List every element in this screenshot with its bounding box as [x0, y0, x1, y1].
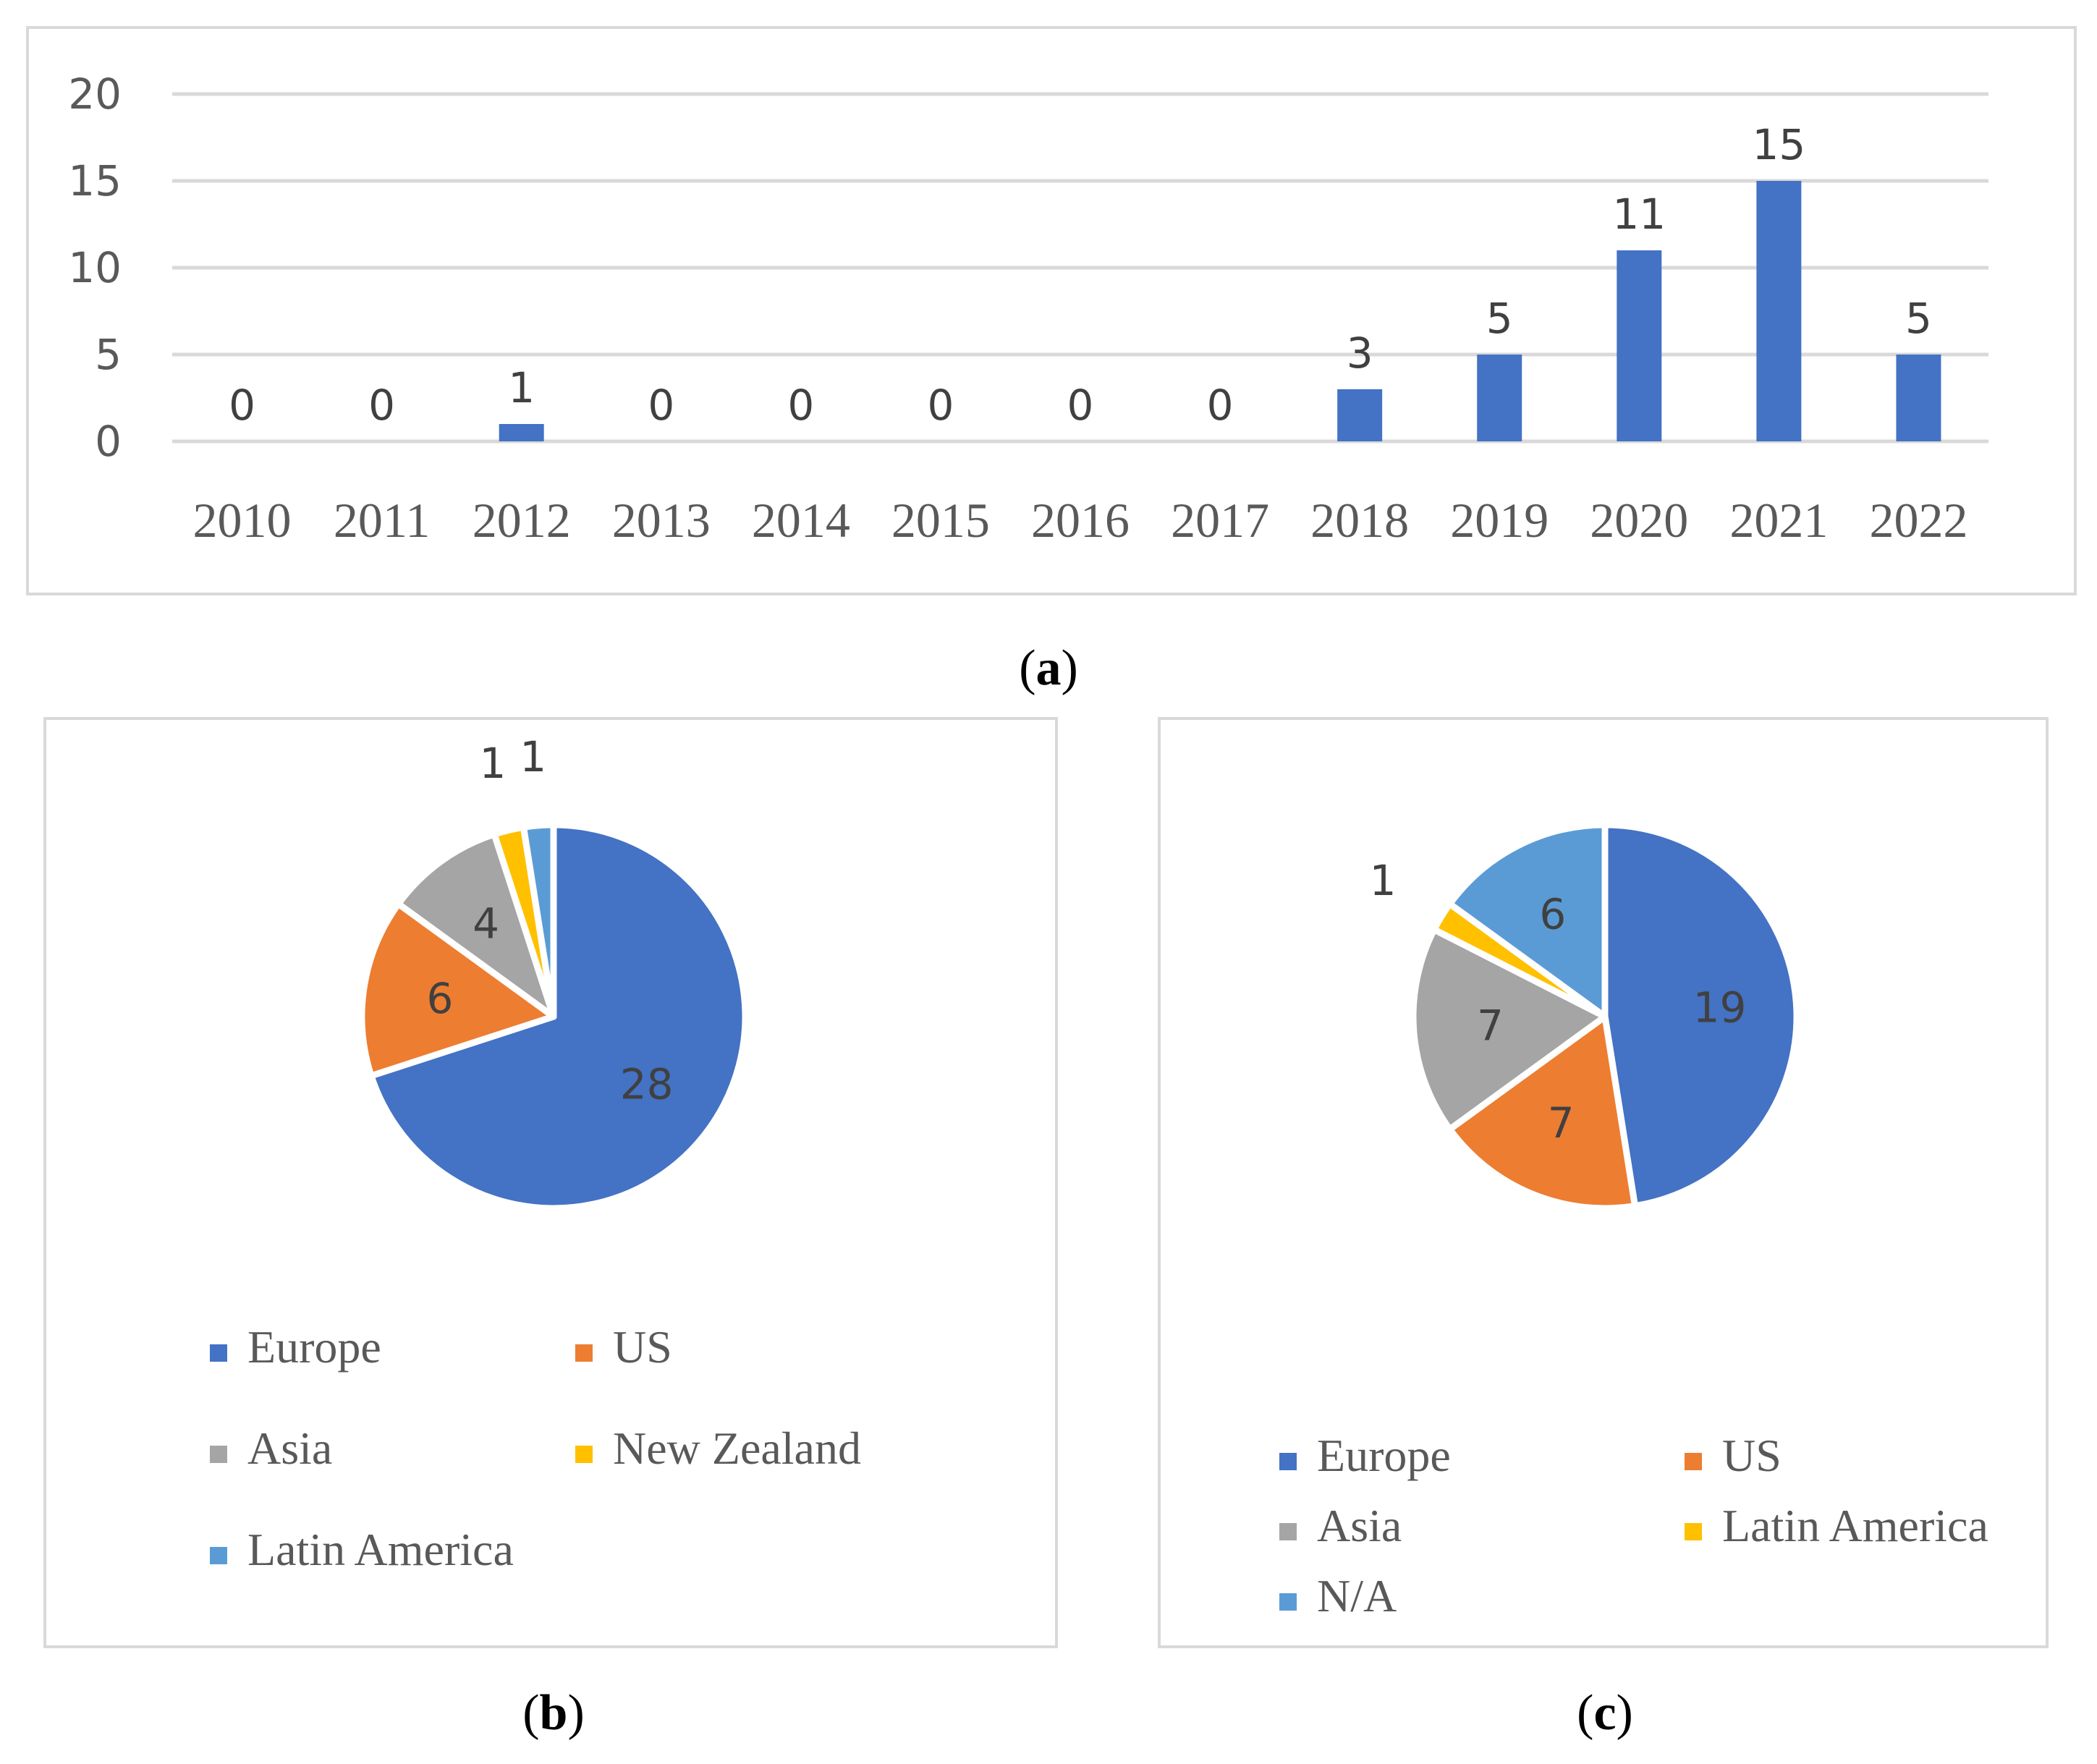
slice-us — [1446, 1013, 1638, 1212]
y-tick-label-0: 0 — [95, 417, 122, 466]
legend-label-us: US — [1722, 1430, 1782, 1481]
legend-label-asia: Asia — [1317, 1500, 1402, 1551]
slice-label-new-zealand: 1 — [480, 739, 507, 788]
slice-asia — [395, 831, 557, 1020]
data-label-2012: 1 — [508, 363, 535, 412]
legend-label-n-a: N/A — [1317, 1570, 1397, 1621]
x-tick-label-2016: 2016 — [1031, 493, 1130, 548]
data-label-2013: 0 — [648, 381, 674, 430]
y-tick-label-15: 15 — [68, 156, 122, 205]
data-label-2019: 5 — [1486, 294, 1513, 343]
legend-swatch-asia — [210, 1446, 227, 1463]
slice-us — [358, 900, 557, 1080]
caption-a: (a) — [1019, 640, 1078, 696]
panel-b: 28 64 1 1 Europe US Asia New Zealand Latin Amer… — [43, 717, 1058, 1741]
bar-2018 — [1337, 389, 1383, 441]
legend-swatch-n-a — [1279, 1593, 1297, 1611]
x-tick-label-2022: 2022 — [1869, 493, 1967, 548]
y-tick-label-5: 5 — [95, 330, 122, 379]
legend-label-new-zealand: New Zealand — [613, 1422, 861, 1474]
panel-a-frame — [26, 26, 2077, 595]
x-tick-label-2020: 2020 — [1590, 493, 1688, 548]
data-label-2011: 0 — [368, 381, 395, 430]
bar-2019 — [1477, 355, 1522, 441]
bar-2021 — [1756, 181, 1802, 441]
legend-swatch-us — [1685, 1453, 1702, 1470]
x-tick-label-2012: 2012 — [473, 493, 571, 548]
data-label-2015: 0 — [927, 381, 954, 430]
slice-label-n-a: 6 — [1539, 889, 1566, 938]
x-tick-label-2019: 2019 — [1450, 493, 1549, 548]
bar-2012 — [499, 424, 544, 441]
x-tick-label-2015: 2015 — [891, 493, 990, 548]
caption-c: (c) — [1577, 1685, 1633, 1741]
data-label-2016: 0 — [1067, 381, 1094, 430]
panel-c-frame — [1158, 717, 2049, 1648]
legend-swatch-latin-america — [210, 1547, 227, 1564]
slice-label-latin-america: 1 — [1370, 856, 1397, 905]
bar-2022 — [1896, 355, 1941, 441]
legend-label-europe: Europe — [247, 1321, 381, 1373]
legend-label-asia: Asia — [247, 1422, 332, 1474]
data-label-2021: 15 — [1752, 120, 1805, 169]
data-label-2014: 0 — [787, 381, 814, 430]
slice-asia — [1410, 926, 1609, 1133]
legend-swatch-us — [575, 1344, 593, 1362]
legend-label-us: US — [613, 1321, 672, 1373]
data-label-2010: 0 — [229, 381, 255, 430]
legend-swatch-europe — [1279, 1453, 1297, 1470]
panel-b-frame — [43, 717, 1058, 1648]
x-tick-label-2010: 2010 — [193, 493, 292, 548]
legend-swatch-asia — [1279, 1523, 1297, 1540]
bar-2020 — [1617, 250, 1662, 441]
legend-swatch-latin-america — [1685, 1523, 1702, 1540]
slice-label-asia: 7 — [1477, 1001, 1504, 1050]
x-tick-label-2011: 2011 — [334, 493, 430, 548]
slice-label-us: 7 — [1548, 1098, 1575, 1148]
x-tick-label-2013: 2013 — [612, 493, 711, 548]
x-tick-label-2018: 2018 — [1310, 493, 1409, 548]
slice-label-asia: 4 — [473, 899, 499, 948]
slice-label-europe: 28 — [620, 1059, 674, 1108]
legend-label-latin-america: Latin America — [247, 1524, 514, 1575]
data-label-2018: 3 — [1347, 328, 1373, 378]
y-tick-label-20: 20 — [68, 69, 122, 119]
legend-swatch-new-zealand — [575, 1446, 593, 1463]
panel-c: 19 77 1 6 Europe US Asia Latin America N/A (c) — [1158, 717, 2049, 1741]
legend-label-europe: Europe — [1317, 1430, 1451, 1481]
slice-europe — [368, 821, 749, 1212]
data-label-2022: 5 — [1905, 294, 1932, 343]
y-tick-label-10: 10 — [68, 243, 122, 292]
slice-label-latin-america: 1 — [520, 732, 546, 781]
slice-n-a — [1446, 821, 1609, 1020]
x-tick-label-2017: 2017 — [1171, 493, 1269, 548]
data-label-2017: 0 — [1207, 381, 1234, 430]
caption-b: (b) — [522, 1685, 585, 1741]
legend-swatch-europe — [210, 1344, 227, 1362]
x-tick-label-2021: 2021 — [1729, 493, 1828, 548]
slice-label-europe: 19 — [1693, 983, 1747, 1032]
slice-europe — [1601, 821, 1800, 1210]
x-tick-label-2014: 2014 — [752, 493, 850, 548]
data-label-2020: 11 — [1612, 190, 1666, 239]
slice-label-us: 6 — [427, 974, 454, 1023]
legend-label-latin-america: Latin America — [1722, 1500, 1988, 1551]
slice-latin-america — [520, 821, 557, 1020]
